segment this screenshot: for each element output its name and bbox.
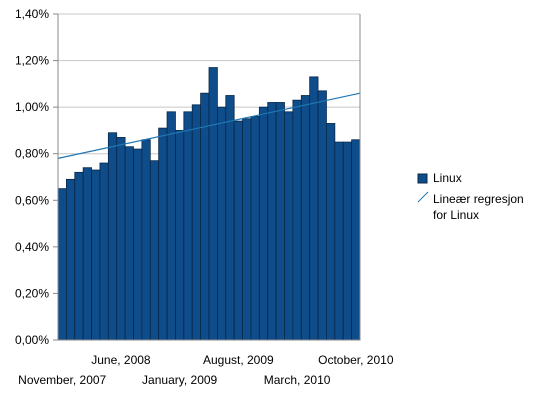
axes [53, 13, 361, 341]
legend: Linux Lineær regresjon for Linux [417, 171, 524, 222]
bar-20 [216, 106, 227, 341]
bar-29 [292, 99, 302, 341]
bar-6 [99, 162, 109, 341]
bar-35 [342, 141, 353, 341]
bar-16 [183, 111, 193, 341]
legend-label-trendline-line: Lineær regresjon [433, 192, 524, 206]
bar-30 [300, 95, 311, 341]
y-tick-label: 0,60% [15, 193, 49, 207]
bar-12 [149, 160, 160, 341]
legend-label-trendline-line: for Linux [433, 208, 479, 222]
x-tick-label: November, 2007 [18, 373, 106, 387]
bar-10 [133, 148, 143, 341]
bar-27 [275, 102, 285, 341]
x-tick-label: June, 2008 [91, 353, 151, 367]
y-tick-label: 0,20% [15, 286, 49, 300]
bar-21 [225, 95, 235, 341]
x-tick-label: August, 2009 [203, 353, 274, 367]
y-tick-label: 1,00% [15, 100, 49, 114]
bar-5 [91, 169, 101, 341]
x-tick-label: March, 2010 [264, 373, 331, 387]
bars [57, 67, 361, 341]
bar-22 [233, 120, 243, 341]
bar-36 [351, 139, 361, 341]
y-tick-label: 0,40% [15, 240, 49, 254]
trendline [57, 92, 361, 159]
bar-3 [74, 171, 84, 341]
bar-23 [242, 118, 252, 341]
bar-19 [208, 67, 218, 341]
bar-2 [65, 178, 76, 341]
legend-swatch-trendline [417, 191, 429, 203]
bar-15 [175, 130, 185, 341]
y-tick-label: 1,40% [15, 7, 49, 21]
bar-28 [284, 111, 294, 341]
bar-9 [124, 146, 134, 341]
legend-label-linux: Linux [433, 171, 462, 185]
bar-4 [82, 167, 92, 341]
x-tick-label: January, 2009 [142, 373, 217, 387]
trendline-layer [57, 92, 361, 159]
x-tick-label: October, 2010 [318, 353, 394, 367]
bar-25 [258, 106, 269, 341]
bar-17 [191, 104, 202, 341]
bar-7 [107, 132, 118, 341]
bar-11 [141, 139, 151, 341]
y-tick-labels: 0,00% 0,20% 0,40% 0,60% 0,80% 1,00% 1,20% 1,40% [15, 7, 49, 347]
bar-26 [267, 102, 277, 341]
y-tick-label: 0,80% [15, 147, 49, 161]
y-tick-label: 0,00% [15, 333, 49, 347]
bar-32 [317, 90, 327, 341]
y-tick-label: 1,20% [15, 54, 49, 68]
bar-8 [116, 137, 126, 341]
bar-33 [326, 123, 336, 341]
bar-18 [200, 92, 210, 341]
bar-24 [250, 116, 260, 341]
bar-14 [166, 111, 176, 341]
bar-31 [309, 76, 319, 341]
bar-34 [334, 141, 344, 341]
x-tick-labels: June, 2008 August, 2009 October, 2010 Novem… [18, 353, 394, 387]
bar-1 [57, 188, 67, 341]
bar-13 [158, 127, 168, 341]
legend-label-trendline: Lineær regresjon for Linux [433, 192, 524, 222]
legend-swatch-linux [417, 173, 428, 184]
